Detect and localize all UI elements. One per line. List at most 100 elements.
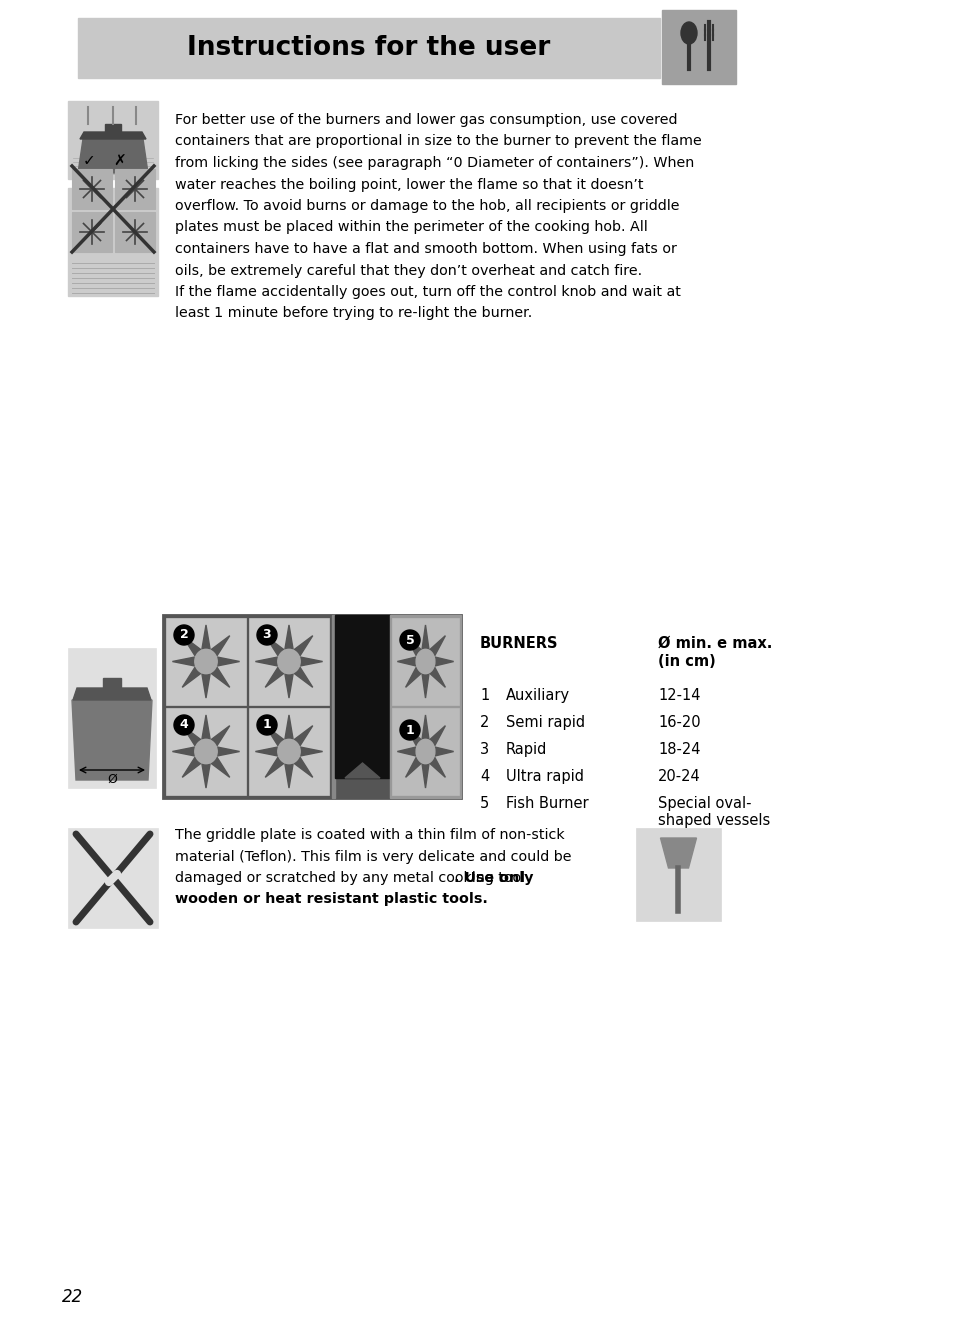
- Bar: [115, 212, 154, 253]
- Polygon shape: [285, 673, 293, 697]
- Polygon shape: [421, 625, 429, 649]
- Text: ✗: ✗: [112, 154, 126, 168]
- Text: (in cm): (in cm): [658, 655, 715, 669]
- Text: shaped vessels: shaped vessels: [658, 814, 769, 828]
- Text: Instructions for the user: Instructions for the user: [187, 35, 550, 61]
- Polygon shape: [429, 758, 445, 778]
- Polygon shape: [435, 657, 454, 665]
- Text: Ultra rapid: Ultra rapid: [505, 770, 583, 784]
- Polygon shape: [265, 636, 284, 656]
- Polygon shape: [429, 725, 445, 745]
- Text: containers have to have a flat and smooth bottom. When using fats or: containers have to have a flat and smoot…: [174, 242, 677, 257]
- Text: 5: 5: [405, 633, 414, 647]
- Bar: [68, 828, 158, 929]
- Text: . Use only: . Use only: [454, 871, 533, 884]
- Bar: [103, 677, 121, 688]
- Ellipse shape: [194, 649, 217, 673]
- Text: water reaches the boiling point, lower the flame so that it doesn’t: water reaches the boiling point, lower t…: [174, 178, 643, 191]
- Polygon shape: [202, 715, 210, 739]
- Bar: [78, 17, 659, 77]
- Text: ✓: ✓: [83, 154, 95, 168]
- Bar: [115, 168, 154, 208]
- Text: 22: 22: [62, 1288, 83, 1307]
- Bar: [636, 828, 720, 921]
- Ellipse shape: [416, 739, 435, 764]
- Text: BURNERS: BURNERS: [479, 636, 558, 651]
- Circle shape: [173, 625, 193, 645]
- Polygon shape: [202, 673, 210, 697]
- Polygon shape: [397, 657, 416, 665]
- Polygon shape: [405, 758, 421, 778]
- Polygon shape: [421, 715, 429, 739]
- Polygon shape: [211, 667, 230, 687]
- Polygon shape: [80, 132, 146, 139]
- Polygon shape: [435, 747, 454, 756]
- Text: 1: 1: [405, 724, 414, 736]
- Polygon shape: [265, 758, 284, 778]
- Polygon shape: [294, 667, 313, 687]
- Bar: [332, 615, 335, 798]
- Bar: [68, 102, 158, 179]
- Ellipse shape: [277, 649, 300, 673]
- Circle shape: [256, 715, 276, 735]
- Polygon shape: [300, 657, 322, 665]
- Polygon shape: [211, 758, 230, 778]
- Polygon shape: [182, 667, 201, 687]
- Polygon shape: [265, 667, 284, 687]
- Text: 1: 1: [262, 719, 271, 732]
- Text: 4: 4: [479, 770, 489, 784]
- Text: Rapid: Rapid: [505, 741, 547, 758]
- Text: 2: 2: [479, 715, 489, 729]
- Circle shape: [173, 715, 193, 735]
- Bar: [105, 124, 121, 132]
- Polygon shape: [73, 688, 151, 700]
- Polygon shape: [421, 764, 429, 788]
- Polygon shape: [659, 838, 696, 868]
- Text: oils, be extremely careful that they don’t overheat and catch fire.: oils, be extremely careful that they don…: [174, 263, 641, 278]
- Polygon shape: [211, 636, 230, 656]
- Polygon shape: [172, 657, 194, 665]
- Text: 4: 4: [179, 719, 188, 732]
- Text: overflow. To avoid burns or damage to the hob, all recipients or griddle: overflow. To avoid burns or damage to th…: [174, 199, 679, 212]
- Text: damaged or scratched by any metal cooking tool: damaged or scratched by any metal cookin…: [174, 871, 524, 884]
- Ellipse shape: [194, 739, 217, 764]
- Text: plates must be placed within the perimeter of the cooking hob. All: plates must be placed within the perimet…: [174, 220, 647, 235]
- Bar: [71, 212, 112, 253]
- Polygon shape: [255, 657, 277, 665]
- Bar: [392, 619, 458, 705]
- Text: least 1 minute before trying to re-light the burner.: least 1 minute before trying to re-light…: [174, 306, 532, 321]
- Polygon shape: [285, 715, 293, 739]
- Polygon shape: [217, 747, 239, 756]
- Polygon shape: [202, 764, 210, 788]
- Bar: [249, 708, 329, 795]
- Bar: [661, 9, 735, 84]
- Text: 5: 5: [479, 796, 489, 811]
- Text: 20-24: 20-24: [658, 770, 700, 784]
- Ellipse shape: [277, 739, 300, 764]
- Text: containers that are proportional in size to the burner to prevent the flame: containers that are proportional in size…: [174, 135, 701, 148]
- Bar: [68, 648, 156, 788]
- Polygon shape: [397, 747, 416, 756]
- Text: from licking the sides (see paragraph “0 Diameter of containers”). When: from licking the sides (see paragraph “0…: [174, 156, 694, 170]
- Polygon shape: [217, 657, 239, 665]
- Polygon shape: [294, 636, 313, 656]
- Bar: [71, 168, 112, 208]
- Text: 12-14: 12-14: [658, 688, 700, 703]
- Text: 3: 3: [479, 741, 489, 758]
- Polygon shape: [405, 636, 421, 656]
- Bar: [166, 619, 246, 705]
- Circle shape: [399, 720, 419, 740]
- Polygon shape: [429, 636, 445, 656]
- Text: Fish Burner: Fish Burner: [505, 796, 588, 811]
- Polygon shape: [202, 625, 210, 649]
- Polygon shape: [405, 725, 421, 745]
- Bar: [68, 188, 158, 297]
- Polygon shape: [265, 725, 284, 745]
- Text: Ø: Ø: [107, 774, 117, 786]
- Circle shape: [256, 625, 276, 645]
- Text: 3: 3: [262, 628, 271, 641]
- Text: If the flame accidentally goes out, turn off the control knob and wait at: If the flame accidentally goes out, turn…: [174, 285, 680, 299]
- Polygon shape: [405, 667, 421, 687]
- Polygon shape: [255, 747, 277, 756]
- Polygon shape: [78, 139, 148, 172]
